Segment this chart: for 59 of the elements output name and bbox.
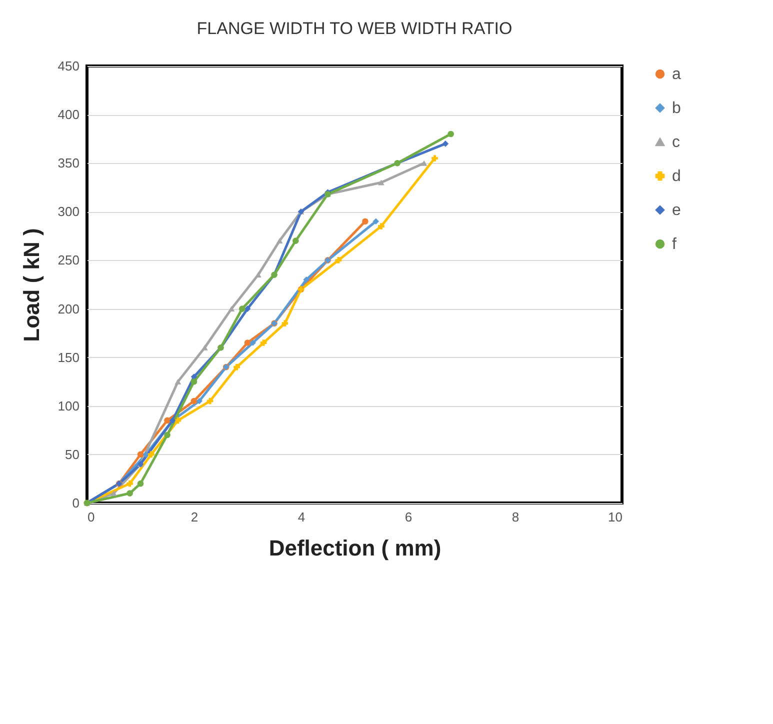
y-axis-title: Load ( kN )	[18, 228, 44, 342]
point	[148, 451, 154, 458]
y-tick-label: 200	[58, 301, 80, 316]
point	[164, 432, 170, 438]
x-tick-label: 10	[608, 510, 622, 524]
point	[228, 306, 235, 312]
y-tick-label: 0	[72, 496, 80, 510]
point	[202, 344, 208, 350]
point	[164, 417, 170, 424]
point	[420, 160, 428, 166]
point	[190, 378, 198, 385]
legend-label: d	[672, 168, 681, 185]
y-tick-label: 300	[58, 204, 80, 220]
point	[250, 340, 256, 346]
x-tick-label: 4	[298, 510, 306, 524]
chart-title: FLANGE WIDTH TO WEB WIDTH RATIO	[196, 19, 512, 38]
point	[432, 155, 438, 162]
legend-label: c	[672, 134, 680, 151]
y-tick-label: 350	[58, 156, 80, 171]
point	[196, 398, 203, 404]
y-tick-label: 250	[58, 252, 80, 268]
legend-label: f	[672, 236, 677, 253]
y-tick-label: 150	[58, 350, 80, 365]
point	[206, 398, 214, 404]
x-tick-label: 0	[88, 510, 95, 524]
point	[137, 480, 144, 487]
x-tick-label: 8	[512, 510, 520, 524]
y-tick-label: 400	[58, 107, 80, 122]
point	[378, 180, 384, 186]
point	[292, 238, 299, 244]
point	[448, 130, 454, 138]
point	[260, 340, 267, 346]
point	[190, 398, 198, 404]
point	[276, 238, 283, 244]
x-axis-title: Deflection ( mm)	[268, 536, 442, 560]
y-tick-label: 100	[58, 398, 80, 414]
point	[174, 378, 182, 384]
y-tick-label: 50	[65, 446, 80, 462]
point	[303, 276, 310, 283]
point	[282, 320, 288, 327]
y-tick-label: 450	[58, 58, 80, 74]
point	[442, 140, 449, 147]
point	[335, 257, 342, 264]
point	[244, 340, 251, 346]
legend-label: e	[672, 202, 681, 219]
legend-label: a	[672, 66, 681, 83]
point	[126, 490, 133, 496]
point	[372, 218, 380, 225]
x-tick-label: 6	[404, 510, 412, 524]
legend-label: b	[672, 100, 681, 117]
point	[126, 480, 133, 487]
point	[174, 417, 182, 424]
point	[110, 490, 117, 496]
point	[378, 223, 384, 230]
point	[238, 306, 246, 312]
x-tick-label: 2	[190, 510, 198, 524]
point	[234, 364, 240, 370]
point	[362, 218, 368, 225]
point	[137, 451, 144, 458]
